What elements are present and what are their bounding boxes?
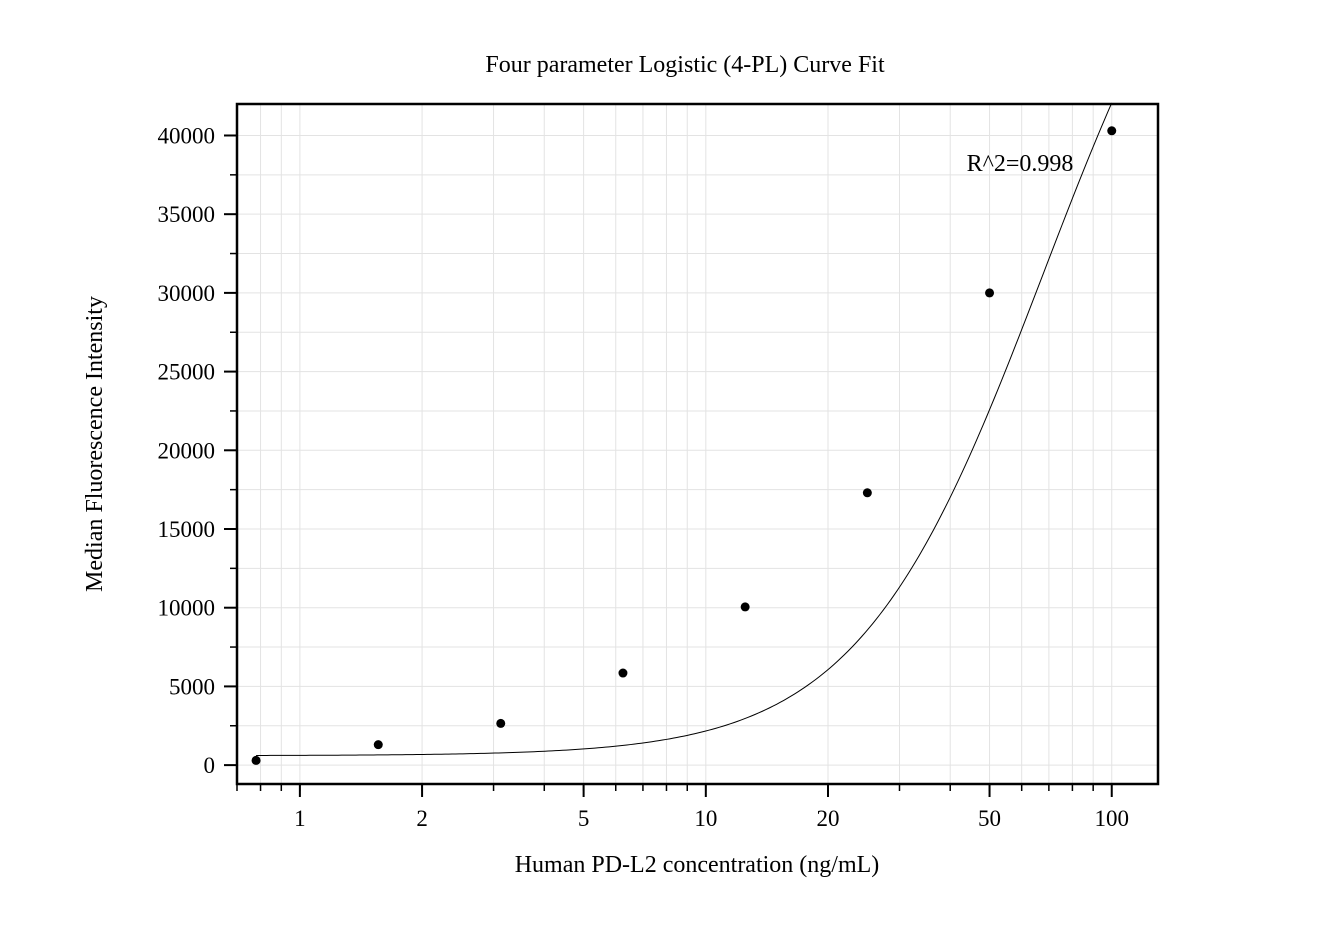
data-point — [251, 755, 261, 765]
data-points — [251, 126, 1117, 765]
x-tick-label: 5 — [578, 806, 590, 831]
y-tick-label: 0 — [204, 753, 216, 778]
plot-frame — [235, 102, 1160, 786]
data-point — [496, 718, 506, 728]
x-tick-label: 2 — [416, 806, 428, 831]
chart-title: Four parameter Logistic (4-PL) Curve Fit — [485, 52, 885, 78]
x-tick-label: 20 — [817, 806, 840, 831]
y-axis: 0 5000 10000 15000 20000 25000 30000 35000 40000 — [158, 123, 237, 778]
data-point — [985, 288, 995, 298]
y-tick-label: 40000 — [158, 123, 216, 148]
fit-curve — [256, 102, 1113, 756]
x-tick-label: 100 — [1094, 806, 1129, 831]
y-tick-label: 25000 — [158, 360, 216, 385]
y-tick-label: 30000 — [158, 281, 216, 306]
grid-lines — [236, 104, 1158, 784]
y-tick-label: 35000 — [158, 202, 216, 227]
x-axis: 1 2 5 10 20 50 100 — [236, 784, 1129, 831]
data-point — [740, 602, 750, 612]
y-tick-label: 20000 — [158, 438, 216, 463]
y-tick-label: 10000 — [158, 596, 216, 621]
x-tick-label: 1 — [294, 806, 306, 831]
data-point — [1107, 126, 1117, 136]
data-point — [862, 488, 872, 498]
x-tick-label: 50 — [978, 806, 1001, 831]
x-axis-label: Human PD-L2 concentration (ng/mL) — [515, 852, 880, 878]
data-point — [618, 668, 628, 678]
r-squared-annotation: R^2=0.998 — [967, 151, 1074, 177]
data-point — [373, 740, 383, 750]
y-axis-label: Median Fluorescence Intensity — [82, 296, 108, 592]
x-tick-label: 10 — [694, 806, 717, 831]
y-tick-label: 5000 — [169, 674, 215, 699]
y-tick-label: 15000 — [158, 517, 216, 542]
